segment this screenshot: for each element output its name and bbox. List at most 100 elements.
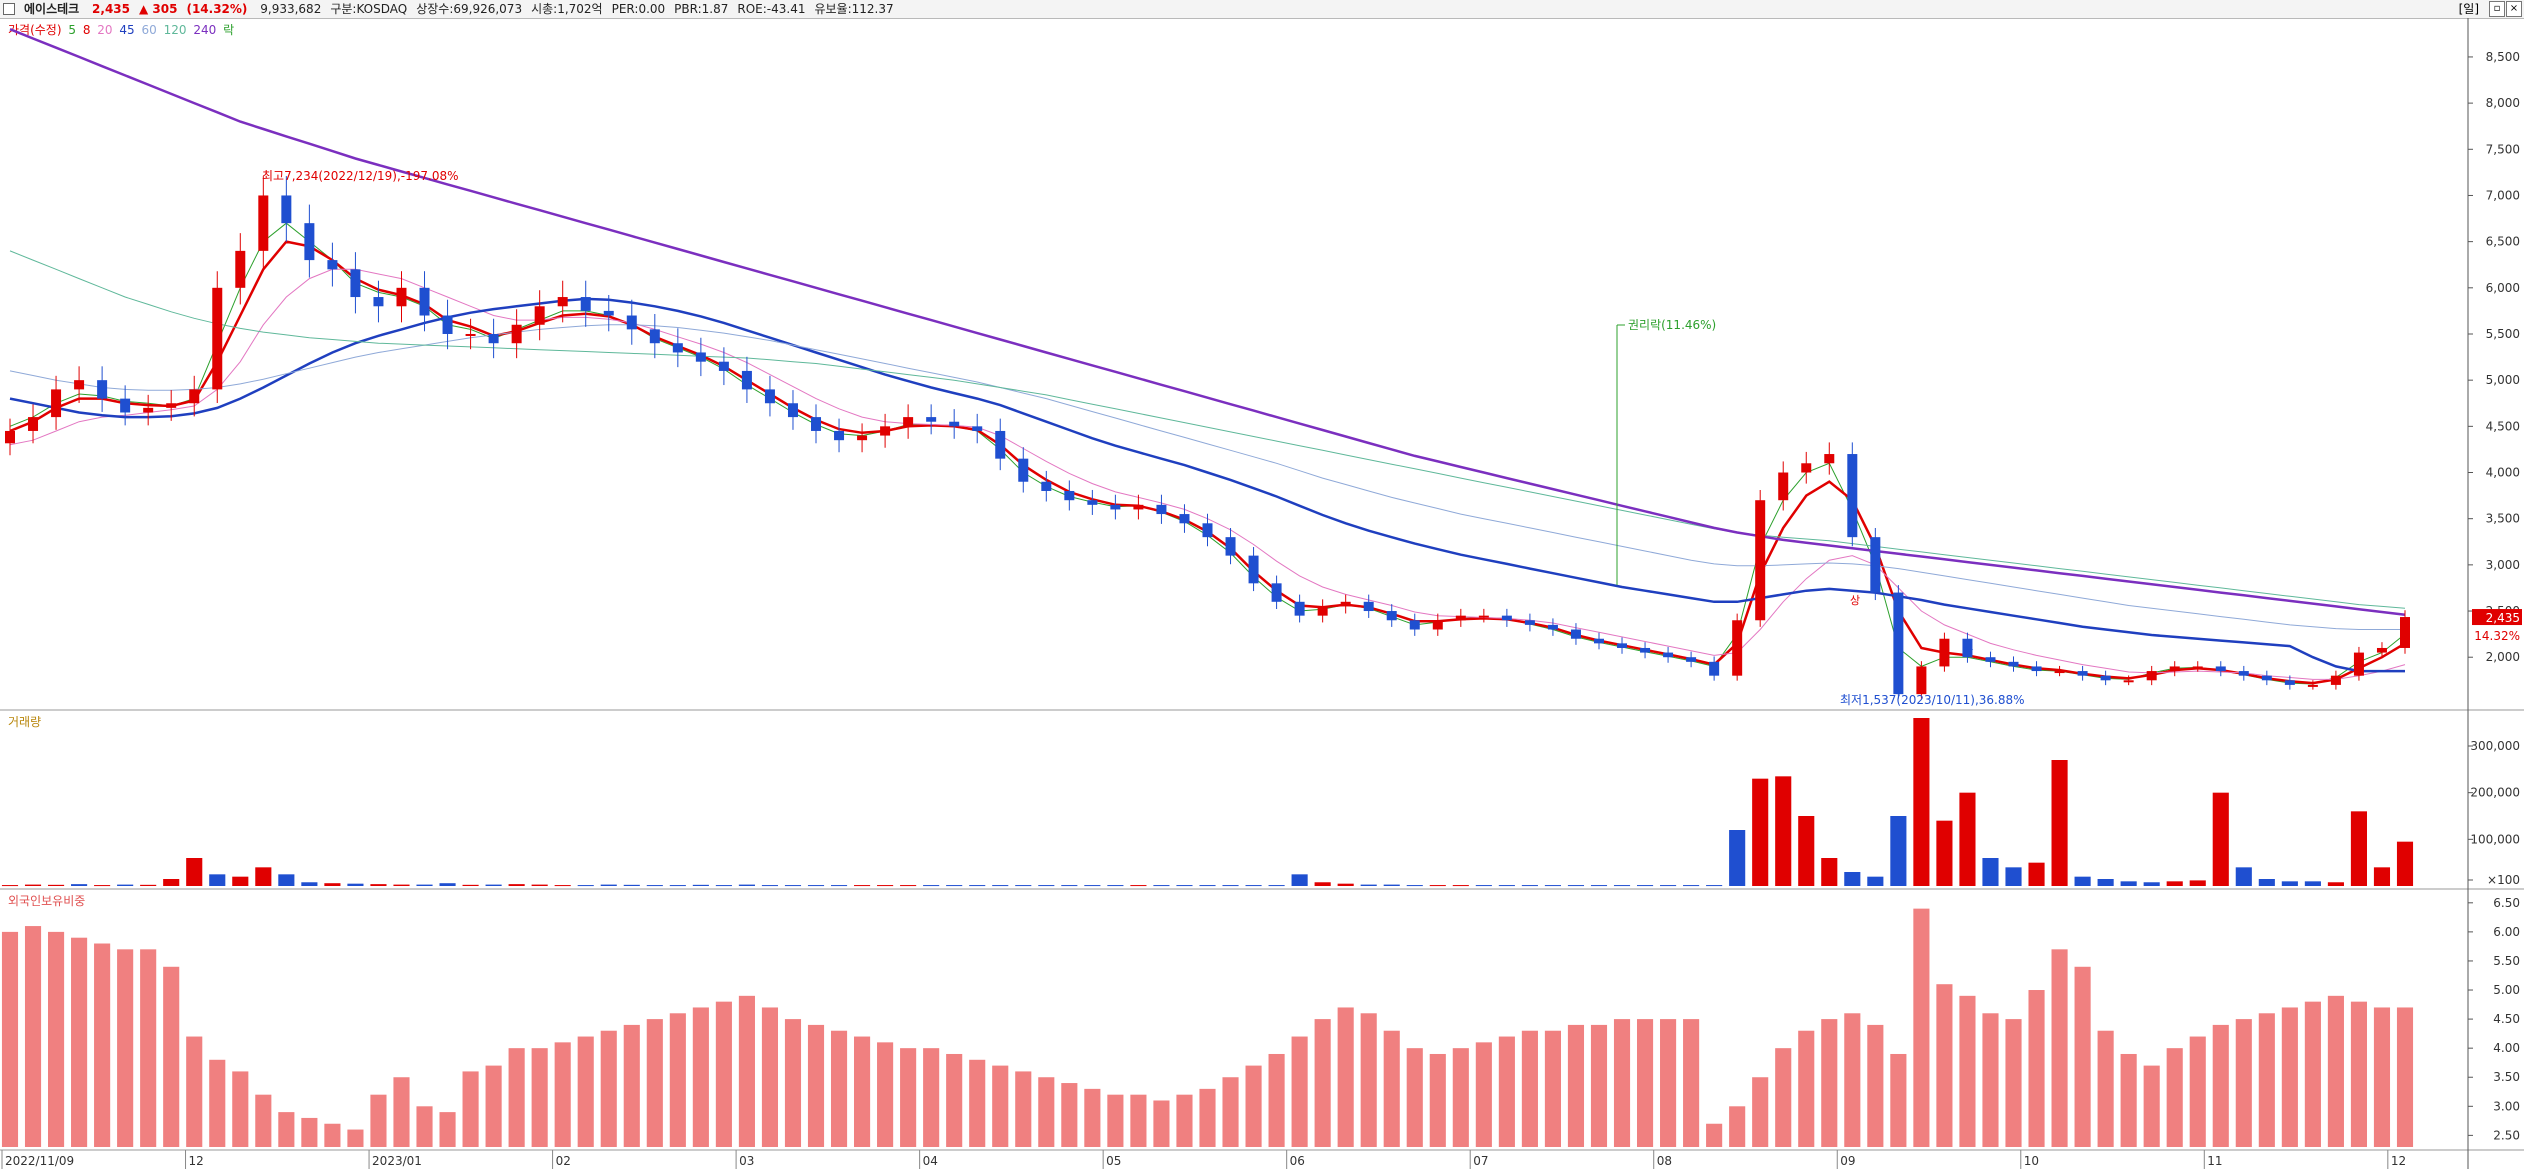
- volume-bar: [1567, 885, 1585, 887]
- foreign-tick-label: 5.00: [2493, 983, 2520, 997]
- volume-bar: [232, 876, 249, 886]
- foreign-ownership-bar: [2327, 995, 2344, 1147]
- foreign-tick-label: 6.00: [2493, 925, 2520, 939]
- select-checkbox[interactable]: [3, 3, 15, 15]
- candle-body: [143, 407, 154, 413]
- volume-bar: [1544, 885, 1561, 887]
- foreign-ownership-bar: [1084, 1088, 1101, 1147]
- foreign-ownership-bar: [577, 1036, 594, 1147]
- volume-bar: [393, 884, 410, 886]
- roe-value: ROE:-43.41: [737, 2, 806, 16]
- price-tick-label: 6,500: [2486, 235, 2520, 249]
- candle-body: [903, 417, 914, 427]
- candle-body: [1893, 592, 1904, 695]
- price-tick-label: 3,000: [2486, 558, 2520, 572]
- foreign-ownership-bar: [1360, 1013, 1377, 1147]
- stock-name[interactable]: 에이스테크: [24, 2, 80, 16]
- volume-bar: [1015, 885, 1032, 887]
- volume-bar: [2166, 881, 2183, 886]
- candle-body: [212, 287, 223, 390]
- candle-body: [834, 430, 845, 441]
- volume-bar: [1107, 885, 1124, 887]
- volume-bar: [416, 884, 433, 886]
- legend-ma-240[interactable]: 240: [193, 23, 217, 37]
- foreign-ownership-bar: [1153, 1100, 1170, 1147]
- candle-body: [1064, 490, 1075, 501]
- volume-bar: [738, 884, 755, 886]
- reserve-ratio: 유보율:112.37: [814, 2, 894, 16]
- x-tick-label: 2022/11/09: [5, 1154, 74, 1168]
- candle-body: [350, 269, 361, 298]
- candle-body: [2169, 666, 2180, 672]
- foreign-ownership-bar: [1660, 1019, 1677, 1147]
- legend-ma-8[interactable]: 8: [82, 23, 91, 37]
- foreign-ownership-bar: [1959, 995, 1976, 1147]
- candle-body: [1478, 615, 1489, 618]
- foreign-tick-label: 2.50: [2493, 1128, 2520, 1142]
- foreign-ownership-bar: [1199, 1088, 1216, 1147]
- foreign-ownership-bar: [301, 1117, 318, 1147]
- candle-body: [557, 297, 568, 307]
- candle-body: [2192, 666, 2203, 669]
- volume-bar: [2304, 881, 2321, 886]
- candle-body: [741, 370, 752, 390]
- price-tick-label: 5,000: [2486, 373, 2520, 387]
- foreign-ownership-bar: [232, 1071, 249, 1147]
- candle-body: [2376, 647, 2387, 653]
- ma-20-line: [9, 268, 2406, 680]
- ma-8-line: [9, 240, 2406, 685]
- x-tick-label: 12: [2391, 1154, 2406, 1168]
- foreign-ownership-bar: [71, 937, 88, 1147]
- volume-bar: [2143, 882, 2160, 886]
- pbr-value: PBR:1.87: [674, 2, 729, 16]
- legend-ma-20[interactable]: 20: [97, 23, 113, 37]
- x-tick-label: 12: [189, 1154, 204, 1168]
- per-value: PER:0.00: [611, 2, 666, 16]
- volume-value: 9,933,682: [260, 2, 322, 16]
- legend-ma-60[interactable]: 60: [141, 23, 157, 37]
- price-tick-label: 8,000: [2486, 96, 2520, 110]
- foreign-ownership-bar: [1406, 1048, 1423, 1147]
- legend-ex-rights[interactable]: 락: [223, 23, 235, 37]
- volume-bar: [1729, 830, 1746, 886]
- foreign-ownership-bar: [186, 1036, 203, 1147]
- close-window-button[interactable]: ×: [2506, 1, 2522, 17]
- limit-up-marker: 상: [1850, 594, 1860, 607]
- volume-bar: [209, 874, 226, 886]
- volume-bar: [2097, 879, 2114, 886]
- foreign-ownership-bar: [47, 931, 65, 1147]
- foreign-ownership-bar: [324, 1123, 341, 1147]
- candle-body: [2146, 671, 2157, 681]
- volume-bar: [877, 885, 894, 887]
- foreign-ownership-bar: [646, 1019, 663, 1147]
- x-tick-label: 03: [739, 1154, 754, 1168]
- legend-ma-120[interactable]: 120: [163, 23, 187, 37]
- foreign-ownership-bar: [2120, 1053, 2137, 1147]
- price-tick-label: 7,500: [2486, 142, 2520, 156]
- foreign-ownership-bar: [669, 1013, 686, 1147]
- restore-window-button[interactable]: ▫: [2489, 1, 2505, 17]
- foreign-tick-label: 4.50: [2493, 1012, 2520, 1026]
- x-tick-label: 04: [923, 1154, 938, 1168]
- volume-bar: [1521, 885, 1538, 887]
- foreign-ownership-bar: [692, 1007, 709, 1147]
- volume-bar: [1406, 885, 1423, 887]
- volume-bar: [830, 885, 848, 887]
- candle-body: [1133, 504, 1144, 510]
- current-price-tag-value: 2,435: [2486, 611, 2520, 625]
- foreign-ownership-bar: [1821, 1019, 1838, 1147]
- candle-body: [1778, 472, 1789, 501]
- candle-body: [1686, 657, 1697, 662]
- period-selector[interactable]: [일]: [2458, 2, 2479, 16]
- volume-bar: [1222, 885, 1239, 887]
- candle-body: [1041, 481, 1052, 491]
- volume-bar: [669, 885, 686, 887]
- volume-bar: [969, 885, 986, 887]
- candle-body: [2215, 666, 2226, 672]
- volume-bar: [1291, 874, 1308, 886]
- legend-ma-45[interactable]: 45: [119, 23, 135, 37]
- foreign-ownership-bar: [1936, 984, 1953, 1147]
- legend-ma-5[interactable]: 5: [68, 23, 76, 37]
- foreign-ownership-bar: [1429, 1053, 1446, 1147]
